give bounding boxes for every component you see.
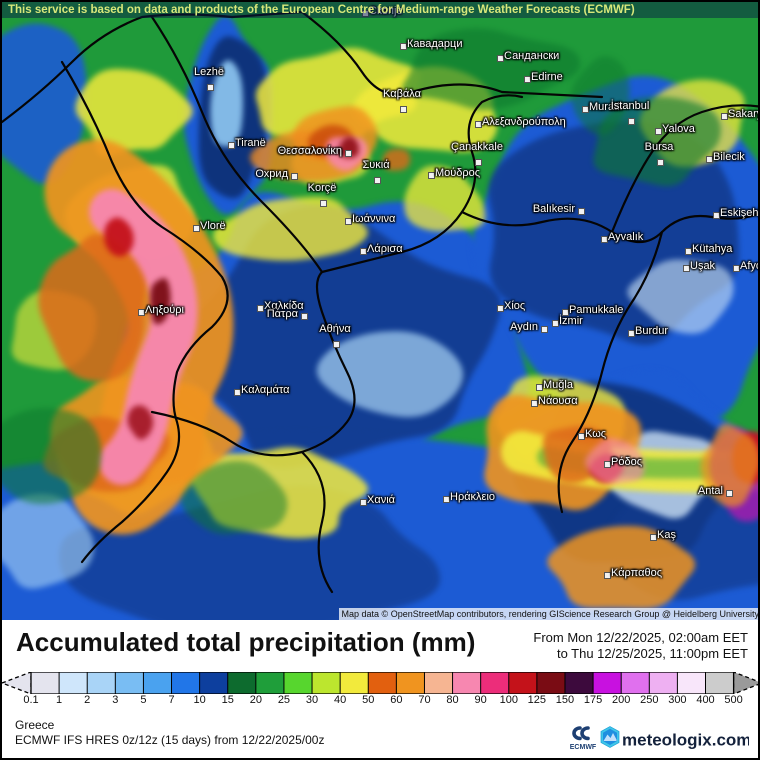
svg-text:meteologix.com: meteologix.com [622,731,749,750]
svg-text:ECMWF: ECMWF [570,744,597,751]
